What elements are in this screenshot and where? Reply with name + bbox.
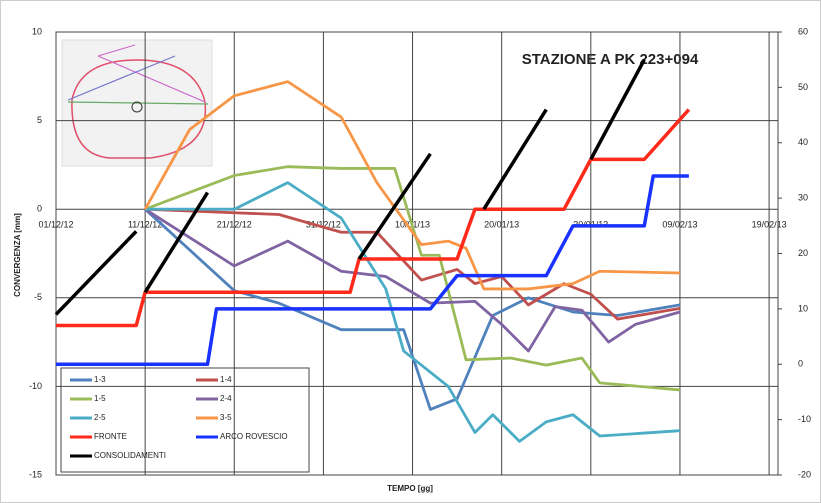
legend-label: 1-3 (94, 375, 106, 384)
legend-label: 1-5 (94, 394, 106, 403)
x-tick-label: 31/12/12 (306, 220, 341, 230)
x-tick-label: 11/12/12 (128, 220, 162, 230)
series-line (56, 108, 691, 328)
series-line (54, 58, 646, 316)
y2-tick-label: 40 (798, 137, 808, 147)
y-tick-label: -15 (29, 469, 42, 479)
y2-tick-label: -10 (798, 414, 811, 424)
series-line (144, 165, 681, 392)
series-line (56, 174, 689, 366)
x-tick-label: 20/01/13 (484, 220, 519, 230)
legend-label: ARCO ROVESCIO (220, 432, 288, 441)
y2-tick-label: 30 (798, 193, 808, 203)
y2-tick-label: 0 (798, 359, 803, 369)
legend (60, 367, 310, 473)
inset-diagram (61, 39, 213, 167)
legend-label: CONSOLIDAMENTI (94, 451, 166, 460)
series-line (144, 208, 681, 353)
y-tick-label: 5 (37, 115, 42, 125)
y-tick-label: -5 (34, 292, 42, 302)
x-axis-label: TEMPO [gg] (387, 484, 433, 493)
legend-label: 2-4 (220, 394, 232, 403)
series-line (145, 181, 681, 443)
legend-label: FRONTE (94, 432, 127, 441)
y-axis-label: CONVERGENZA [mm] (13, 213, 22, 297)
y-tick-label: 10 (32, 26, 42, 36)
y-tick-label: -10 (29, 381, 42, 391)
y-tick-label: 0 (37, 204, 42, 214)
x-tick-label: 09/02/13 (662, 220, 697, 230)
series-line (143, 80, 680, 291)
chart-title: STAZIONE A PK 223+094 (522, 51, 699, 68)
x-tick-label: 21/12/12 (217, 220, 252, 230)
y2-tick-label: 20 (798, 248, 808, 258)
y2-tick-label: 60 (798, 26, 808, 36)
y2-tick-label: 10 (798, 303, 808, 313)
legend-label: 1-4 (220, 375, 232, 384)
series-line (144, 208, 681, 411)
legend-label: 2-5 (94, 413, 106, 422)
x-tick-label: 01/12/12 (38, 220, 73, 230)
y2-tick-label: -20 (798, 469, 811, 479)
y2-tick-label: 50 (798, 82, 808, 92)
x-tick-label: 19/02/13 (752, 220, 787, 230)
legend-label: 3-5 (220, 413, 232, 422)
